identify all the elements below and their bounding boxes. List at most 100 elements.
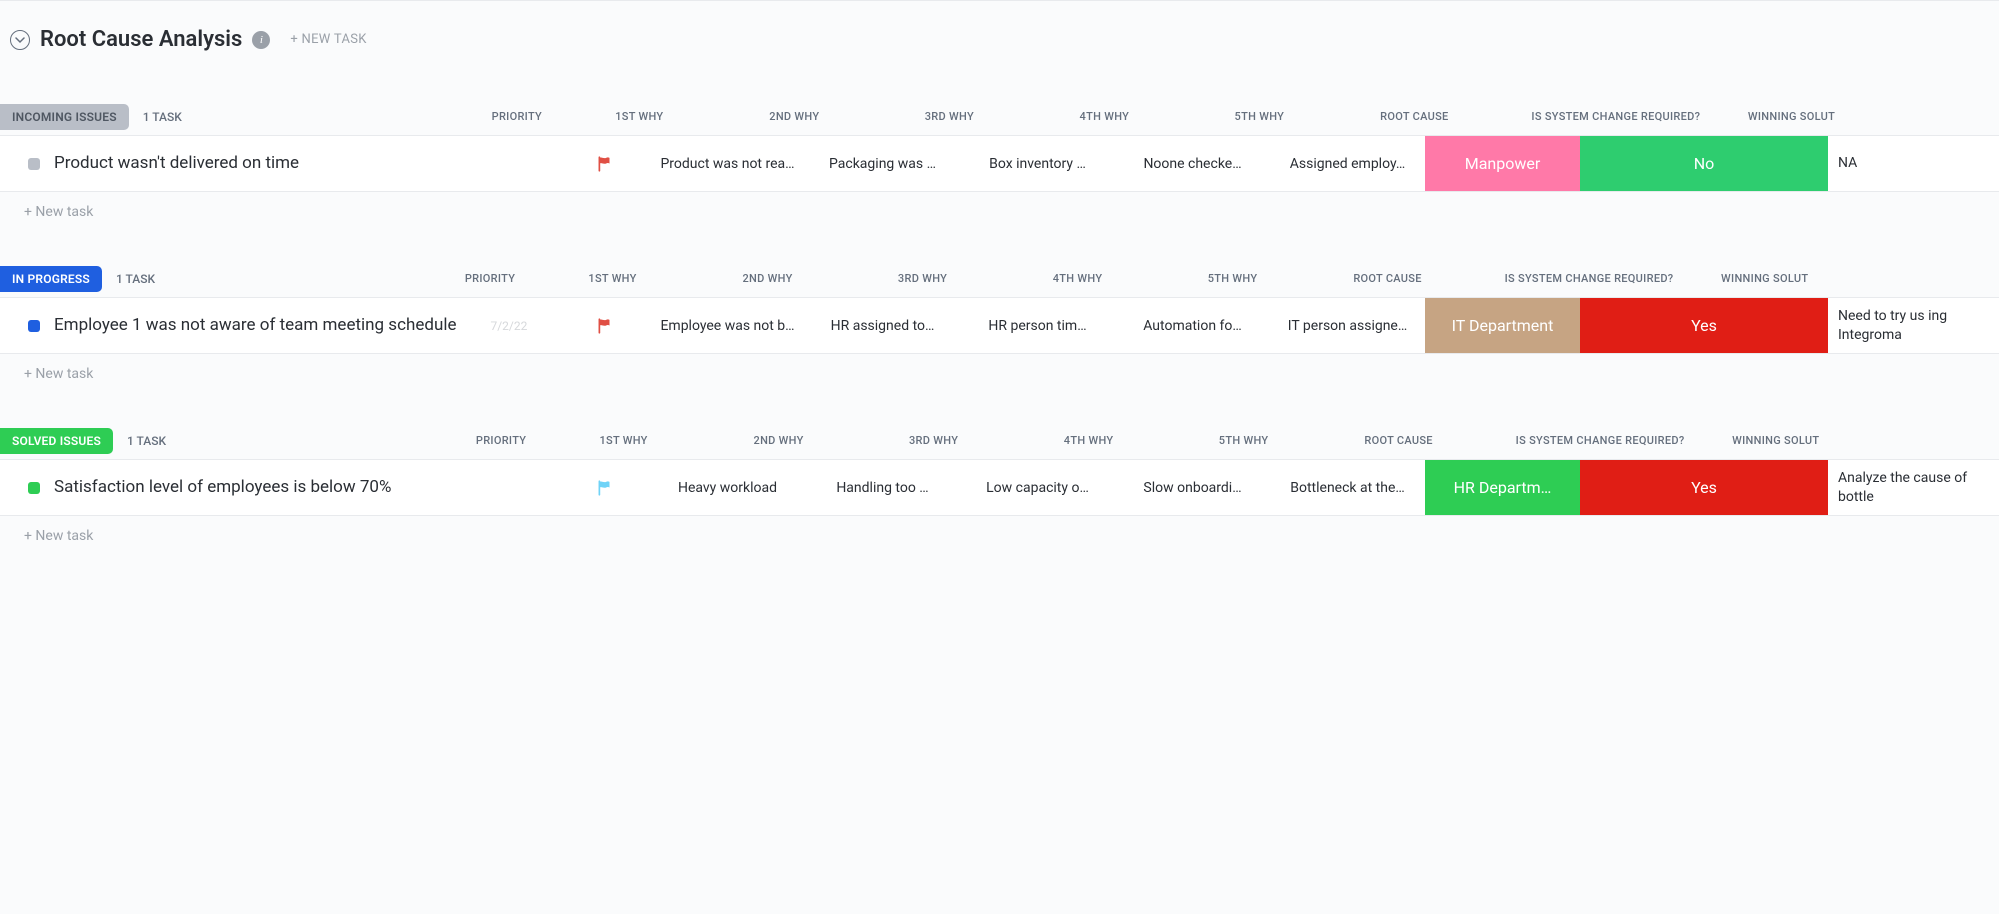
page-header: Root Cause Analysis i + NEW TASK: [0, 9, 1999, 70]
why1-cell[interactable]: Heavy workload: [650, 460, 805, 515]
task-row[interactable]: Satisfaction level of employees is below…: [0, 460, 1999, 516]
task-row[interactable]: Employee 1 was not aware of team meeting…: [0, 298, 1999, 354]
col-why3[interactable]: 3RD WHY: [856, 434, 1011, 447]
why5-cell[interactable]: Bottleneck at the…: [1270, 460, 1425, 515]
col-root-cause[interactable]: ROOT CAUSE: [1310, 272, 1465, 285]
system-change-cell[interactable]: Yes: [1580, 460, 1828, 515]
why2-cell[interactable]: Packaging was …: [805, 136, 960, 191]
task-status-dot[interactable]: [28, 320, 40, 332]
task-name-cell[interactable]: Employee 1 was not aware of team meeting…: [0, 298, 560, 353]
task-row[interactable]: Product wasn't delivered on time Product…: [0, 136, 1999, 192]
task-name[interactable]: Employee 1 was not aware of team meeting…: [54, 314, 456, 336]
why1-cell[interactable]: Product was not rea…: [650, 136, 805, 191]
priority-cell[interactable]: [560, 298, 650, 353]
winning-solution-cell[interactable]: Need to try us ing Integroma: [1828, 298, 1978, 353]
group-status-pill[interactable]: SOLVED ISSUES: [0, 428, 113, 454]
root-cause-cell[interactable]: IT Department: [1425, 298, 1580, 353]
col-winning-solution[interactable]: WINNING SOLUT: [1740, 110, 1890, 123]
col-why5[interactable]: 5TH WHY: [1182, 110, 1337, 123]
col-system-change[interactable]: IS SYSTEM CHANGE REQUIRED?: [1465, 272, 1713, 285]
col-why5[interactable]: 5TH WHY: [1155, 272, 1310, 285]
info-icon[interactable]: i: [252, 31, 270, 49]
task-cells: Employee was not b… HR assigned to… HR p…: [560, 298, 1999, 353]
why5-cell[interactable]: IT person assigne…: [1270, 298, 1425, 353]
collapse-toggle[interactable]: [10, 30, 30, 50]
page-title: Root Cause Analysis: [40, 27, 242, 52]
task-name-cell[interactable]: Product wasn't delivered on time: [0, 136, 560, 191]
group-header-row: INCOMING ISSUES 1 TASK PRIORITY 1ST WHY …: [0, 98, 1999, 136]
task-cells: Product was not rea… Packaging was … Box…: [560, 136, 1999, 191]
group-solved: SOLVED ISSUES 1 TASK PRIORITY 1ST WHY 2N…: [0, 422, 1999, 556]
why4-cell[interactable]: Noone checke…: [1115, 136, 1270, 191]
task-status-dot[interactable]: [28, 482, 40, 494]
group-task-count: 1 TASK: [143, 110, 182, 124]
col-why1[interactable]: 1ST WHY: [535, 272, 690, 285]
column-headers: PRIORITY 1ST WHY 2ND WHY 3RD WHY 4TH WHY…: [155, 272, 1999, 285]
why3-cell[interactable]: HR person tim…: [960, 298, 1115, 353]
col-why4[interactable]: 4TH WHY: [1000, 272, 1155, 285]
group-status-pill[interactable]: IN PROGRESS: [0, 266, 102, 292]
why4-cell[interactable]: Slow onboardi…: [1115, 460, 1270, 515]
why3-cell[interactable]: Low capacity o…: [960, 460, 1115, 515]
group-task-count: 1 TASK: [127, 434, 166, 448]
page-root: Root Cause Analysis i + NEW TASK INCOMIN…: [0, 0, 1999, 556]
col-why3[interactable]: 3RD WHY: [845, 272, 1000, 285]
col-why3[interactable]: 3RD WHY: [872, 110, 1027, 123]
col-priority[interactable]: PRIORITY: [445, 272, 535, 285]
winning-solution-cell[interactable]: Analyze the cause of bottle: [1828, 460, 1978, 515]
group-incoming: INCOMING ISSUES 1 TASK PRIORITY 1ST WHY …: [0, 98, 1999, 232]
new-task-top-button[interactable]: + NEW TASK: [290, 32, 366, 47]
col-why2[interactable]: 2ND WHY: [690, 272, 845, 285]
col-root-cause[interactable]: ROOT CAUSE: [1337, 110, 1492, 123]
col-why2[interactable]: 2ND WHY: [717, 110, 872, 123]
col-why2[interactable]: 2ND WHY: [701, 434, 856, 447]
priority-flag-icon: [596, 155, 614, 173]
why2-cell[interactable]: HR assigned to…: [805, 298, 960, 353]
why3-cell[interactable]: Box inventory …: [960, 136, 1115, 191]
group-status-pill[interactable]: INCOMING ISSUES: [0, 104, 129, 130]
col-priority[interactable]: PRIORITY: [472, 110, 562, 123]
group-header-row: IN PROGRESS 1 TASK PRIORITY 1ST WHY 2ND …: [0, 260, 1999, 298]
col-why1[interactable]: 1ST WHY: [562, 110, 717, 123]
system-change-cell[interactable]: Yes: [1580, 298, 1828, 353]
col-winning-solution[interactable]: WINNING SOLUT: [1713, 272, 1863, 285]
chevron-down-icon: [15, 35, 25, 45]
groups-container: INCOMING ISSUES 1 TASK PRIORITY 1ST WHY …: [0, 98, 1999, 556]
new-task-button[interactable]: + New task: [24, 528, 93, 544]
root-cause-cell[interactable]: HR Departm…: [1425, 460, 1580, 515]
task-cells: Heavy workload Handling too … Low capaci…: [560, 460, 1999, 515]
task-name[interactable]: Satisfaction level of employees is below…: [54, 476, 391, 498]
why4-cell[interactable]: Automation fo…: [1115, 298, 1270, 353]
priority-flag-icon: [596, 479, 614, 497]
col-why1[interactable]: 1ST WHY: [546, 434, 701, 447]
priority-cell[interactable]: [560, 136, 650, 191]
task-status-dot[interactable]: [28, 158, 40, 170]
new-task-row[interactable]: + New task: [0, 192, 1999, 232]
col-why4[interactable]: 4TH WHY: [1011, 434, 1166, 447]
col-why5[interactable]: 5TH WHY: [1166, 434, 1321, 447]
column-headers: PRIORITY 1ST WHY 2ND WHY 3RD WHY 4TH WHY…: [166, 434, 1999, 447]
why2-cell[interactable]: Handling too …: [805, 460, 960, 515]
root-cause-cell[interactable]: Manpower: [1425, 136, 1580, 191]
priority-cell[interactable]: [560, 460, 650, 515]
winning-solution-cell[interactable]: NA: [1828, 136, 1978, 191]
group-header-row: SOLVED ISSUES 1 TASK PRIORITY 1ST WHY 2N…: [0, 422, 1999, 460]
col-system-change[interactable]: IS SYSTEM CHANGE REQUIRED?: [1476, 434, 1724, 447]
col-root-cause[interactable]: ROOT CAUSE: [1321, 434, 1476, 447]
system-change-cell[interactable]: No: [1580, 136, 1828, 191]
col-winning-solution[interactable]: WINNING SOLUT: [1724, 434, 1874, 447]
col-priority[interactable]: PRIORITY: [456, 434, 546, 447]
column-headers: PRIORITY 1ST WHY 2ND WHY 3RD WHY 4TH WHY…: [182, 110, 1999, 123]
why5-cell[interactable]: Assigned employ…: [1270, 136, 1425, 191]
col-system-change[interactable]: IS SYSTEM CHANGE REQUIRED?: [1492, 110, 1740, 123]
new-task-button[interactable]: + New task: [24, 204, 93, 220]
task-name[interactable]: Product wasn't delivered on time: [54, 152, 299, 174]
new-task-row[interactable]: + New task: [0, 516, 1999, 556]
task-name-cell[interactable]: Satisfaction level of employees is below…: [0, 460, 560, 515]
priority-flag-icon: [596, 317, 614, 335]
task-date: 7/2/22: [490, 319, 527, 333]
why1-cell[interactable]: Employee was not b…: [650, 298, 805, 353]
new-task-button[interactable]: + New task: [24, 366, 93, 382]
new-task-row[interactable]: + New task: [0, 354, 1999, 394]
col-why4[interactable]: 4TH WHY: [1027, 110, 1182, 123]
